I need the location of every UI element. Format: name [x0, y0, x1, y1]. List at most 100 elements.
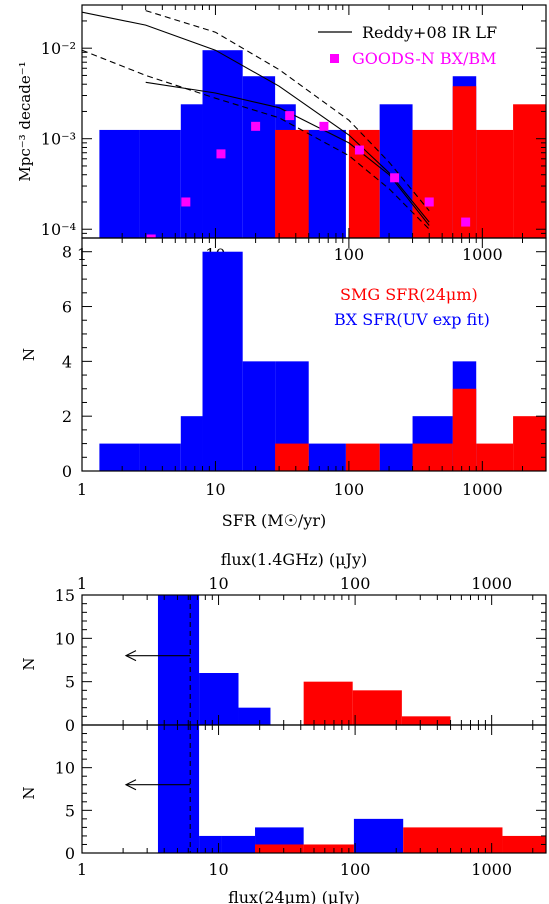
- red-bar: [452, 86, 477, 238]
- x-tick-label: 1000: [471, 574, 512, 593]
- bars: [99, 50, 546, 238]
- lf-bound-curve: [82, 49, 430, 230]
- blue-bar: [157, 595, 200, 725]
- red-bar: [303, 844, 354, 853]
- blue-bar: [157, 725, 200, 853]
- red-bar: [348, 129, 380, 238]
- red-bar: [255, 844, 304, 853]
- blue-bar: [308, 443, 346, 471]
- red-bar: [352, 690, 402, 725]
- legend-bx-label: BX SFR(UV exp fit): [334, 310, 490, 329]
- blue-bar: [180, 416, 203, 471]
- blue-bar: [199, 835, 222, 853]
- panel-sfr-histogram: 0 2 4 6 8 1 10 100 1000 N SFR (M☉/yr) SMG SFR(24μm)…: [20, 237, 547, 530]
- goods-n-point: [390, 173, 400, 183]
- goods-n-point: [216, 149, 226, 159]
- y-tick-label: 10: [55, 629, 75, 648]
- red-bar: [412, 443, 453, 471]
- x-axis-label: flux(1.4GHz) (μJy): [221, 550, 368, 569]
- y-tick-label: 0: [65, 844, 75, 863]
- y-tick-label: 0: [65, 716, 75, 735]
- x-axis-label: SFR (M☉/yr): [222, 511, 326, 530]
- blue-bar: [221, 835, 256, 853]
- y-tick-label: 10⁻²: [41, 39, 76, 58]
- x-tick-label: 100: [334, 245, 365, 264]
- y-tick-label: 0: [62, 462, 72, 481]
- y-tick-label: 8: [62, 243, 72, 262]
- red-bar: [275, 443, 309, 471]
- x-tick-label: 1: [77, 574, 87, 593]
- axes-frame: [81, 237, 547, 472]
- panel-24um-flux-histogram: 0 5 10 N 1 10 100 1000 flux(24μm) (μJy): [20, 724, 547, 904]
- y-axis-label: N: [20, 657, 38, 670]
- red-bar: [476, 443, 514, 471]
- y-tick-label: 5: [65, 801, 75, 820]
- legend-square-swatch: [330, 54, 339, 63]
- y-axis-label: Mpc⁻³ decade⁻¹: [16, 61, 34, 181]
- red-bar: [476, 129, 514, 238]
- red-bar: [513, 416, 546, 471]
- y-axis-label: N: [20, 348, 38, 361]
- blue-bar: [99, 129, 140, 238]
- x-tick-label: 100: [340, 860, 371, 879]
- x-tick-label: 1000: [462, 245, 503, 264]
- y-tick-label: 10: [55, 759, 75, 778]
- y-tick-label: 2: [62, 407, 72, 426]
- reddy-lf-curve: [82, 11, 430, 223]
- x-tick-label: 100: [340, 574, 371, 593]
- blue-bar: [238, 707, 271, 725]
- x-tick-label: 1: [77, 860, 87, 879]
- blue-bar: [202, 251, 243, 471]
- lf-bound-curve: [145, 81, 430, 226]
- red-bar: [303, 681, 353, 725]
- goods-n-point: [251, 121, 261, 131]
- goods-n-point: [181, 197, 191, 207]
- y-tick-label: 15: [55, 586, 75, 605]
- red-bar: [452, 388, 477, 471]
- y-tick-label: 5: [65, 673, 75, 692]
- x-tick-label: 1: [77, 480, 87, 499]
- blue-bar: [353, 818, 404, 853]
- goods-n-point: [461, 217, 471, 227]
- x-tick-label: 1000: [471, 860, 512, 879]
- red-bar: [513, 104, 546, 238]
- x-axis-label: flux(24μm) (μJy): [228, 888, 360, 904]
- arrow-head-icon: [124, 650, 137, 662]
- legend-reddy-label: Reddy+08 IR LF: [362, 23, 497, 42]
- y-tick-label: 10⁻⁴: [41, 220, 76, 239]
- y-tick-label: 4: [62, 352, 72, 371]
- y-tick-label: 6: [62, 298, 72, 317]
- y-tick-label: 10⁻³: [41, 130, 76, 149]
- red-bar: [502, 835, 546, 853]
- red-bar: [412, 129, 453, 238]
- blue-bar: [139, 443, 181, 471]
- blue-bar: [242, 361, 276, 471]
- panel-sfr-density: 10⁻²10⁻³10⁻⁴1101001000Mpc⁻³ decade⁻¹Redd…: [16, 4, 547, 264]
- blue-bar: [379, 104, 413, 238]
- goods-n-point: [354, 145, 364, 155]
- y-axis-label: N: [20, 786, 38, 799]
- blue-bar: [202, 50, 243, 238]
- red-bar: [401, 716, 451, 725]
- lf-bound-curve: [145, 10, 430, 212]
- arrow-head-icon: [124, 779, 137, 791]
- x-tick-label: 10: [205, 480, 225, 499]
- red-bar: [403, 827, 503, 853]
- legend-smg-label: SMG SFR(24μm): [340, 285, 478, 304]
- blue-bar: [99, 443, 140, 471]
- x-tick-label: 10: [208, 574, 228, 593]
- x-tick-label: 1000: [462, 480, 503, 499]
- panel-radio-flux-histogram: 0 5 10 15 N 1 10 100 1000 flux(1.4GHz) (μJy): [20, 550, 547, 735]
- goods-n-point: [424, 197, 434, 207]
- blue-bar: [379, 443, 413, 471]
- legend-goods-label: GOODS-N BX/BM: [352, 49, 497, 68]
- goods-n-point: [319, 121, 329, 131]
- x-tick-label: 10: [208, 860, 228, 879]
- goods-n-points: [146, 111, 471, 238]
- luminosity-function-curves: [82, 10, 430, 230]
- red-bar: [275, 129, 309, 238]
- goods-n-point: [146, 234, 156, 238]
- red-bar: [345, 443, 380, 471]
- goods-n-point: [285, 111, 295, 121]
